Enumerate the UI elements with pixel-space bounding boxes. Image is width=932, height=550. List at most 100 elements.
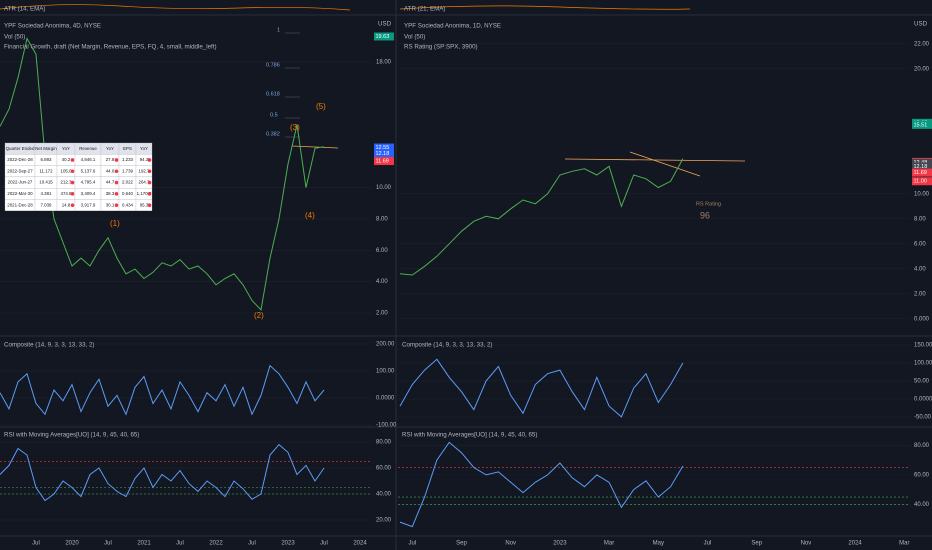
fib-label: 0.618 [266, 91, 280, 97]
table-text: 0.434 [122, 202, 134, 207]
pane-title: Composite (14, 9, 3, 3, 13, 33, 2) [402, 342, 492, 349]
table-text: Net Margin [35, 146, 57, 151]
pane-title: RSI with Moving Averages[UO] (14, 9, 45,… [402, 432, 537, 439]
y-tick-label: 80.00 [376, 440, 392, 446]
y-tick-label: 6.00 [376, 248, 388, 254]
table-text: 474.8 [61, 191, 73, 196]
price-tag-label: 12.18 [376, 151, 390, 157]
y-tick-label: 20.00 [914, 66, 930, 72]
status-icon [147, 203, 152, 207]
x-tick-label: 2023 [553, 541, 567, 547]
y-tick-label: -50.00 [914, 414, 932, 420]
symbol: YPF Sociedad Anonima, 1D, NYSE [404, 23, 501, 30]
x-tick-label: Jul [704, 541, 712, 547]
price-tag-label: 11.69 [376, 158, 389, 164]
fib-label: 0.382 [266, 131, 280, 137]
table-text: 95.3 [140, 202, 149, 207]
status-icon [70, 192, 75, 196]
table-text: Quarter Ended [6, 146, 35, 151]
price-tag-label: 12.55 [376, 145, 390, 151]
y-tick-label: 50.00 [914, 378, 930, 384]
y-tick-label: 4.00 [914, 266, 926, 272]
y-tick-label: 80.00 [914, 443, 930, 449]
wave-label: (3) [290, 123, 300, 132]
table-text: 44.0 [106, 168, 115, 173]
x-tick-label: Jul [176, 541, 184, 547]
wave-label: (5) [316, 102, 326, 111]
x-tick-label: Jul [408, 541, 416, 547]
pane-title: RSI with Moving Averages[UO] (14, 9, 45,… [4, 432, 139, 439]
y-tick-label: 10.00 [376, 185, 392, 191]
table-text: 212.3 [61, 180, 73, 185]
table-text: YoY [62, 146, 70, 151]
status-icon [70, 158, 75, 162]
x-tick-label: May [653, 541, 664, 547]
x-tick-label: Mar [604, 541, 614, 547]
x-tick-label: Sep [456, 541, 467, 547]
x-tick-label: Jul [32, 541, 40, 547]
table-text: 6.893 [41, 157, 53, 162]
table-text: 2022-Sep-27 [7, 168, 33, 173]
y-tick-label: 10.00 [914, 191, 930, 197]
series-line [399, 358, 684, 418]
status-icon [114, 192, 119, 196]
atr-line [399, 5, 691, 10]
y-tick-label: 100.00 [914, 360, 932, 366]
y-tick-label: 40.00 [914, 502, 930, 508]
trendline [564, 158, 746, 162]
y-tick-label: 0.0000 [914, 396, 932, 402]
table-text: 2021-Dec-28 [7, 202, 33, 207]
price-tag [374, 143, 394, 152]
wave-label: (2) [254, 311, 264, 320]
x-tick-label: Sep [751, 541, 762, 547]
table-text: Revenue [79, 146, 97, 151]
series-line [0, 443, 325, 502]
table-text: 30.1 [106, 202, 115, 207]
table-text: 94.3 [140, 157, 149, 162]
y-tick-label: 2.00 [376, 311, 388, 317]
series-line [0, 37, 325, 311]
table-text: 2022-Mar-30 [7, 191, 33, 196]
y-tick-label: 60.00 [376, 466, 392, 472]
y-tick-label: 200.00 [376, 342, 395, 348]
table-text: 4.381 [41, 191, 53, 196]
price-tag-label: 11.00 [914, 179, 927, 185]
table-text: 4,846.1 [81, 157, 96, 162]
table-text: 11.172 [39, 168, 53, 173]
table-text: 14.8 [62, 202, 71, 207]
price-tag [374, 157, 394, 166]
y-tick-label: 22.00 [914, 41, 930, 47]
status-icon [114, 158, 119, 162]
x-tick-label: 2020 [65, 541, 79, 547]
price-tag-label: 12.18 [914, 164, 928, 170]
y-tick-label: 0.0000 [376, 396, 395, 402]
x-tick-label: Jul [320, 541, 328, 547]
price-tag-label: 11.69 [914, 170, 927, 176]
x-tick-label: 2022 [209, 541, 223, 547]
table-cell [135, 199, 153, 211]
status-icon [114, 180, 119, 185]
x-tick-label: 2023 [281, 541, 295, 547]
currency: USD [378, 21, 392, 28]
price-tag-label: 15.51 [914, 122, 928, 128]
vol-label: Vol (50) [404, 34, 425, 41]
y-tick-label: 40.00 [376, 492, 392, 498]
status-icon [70, 180, 75, 185]
table-text: 38.3 [106, 191, 115, 196]
table-text: 40.2 [62, 157, 71, 162]
status-icon [147, 180, 152, 185]
price-tag [912, 177, 932, 186]
price-tag [912, 162, 932, 171]
table-text: 2.022 [122, 180, 134, 185]
status-icon [147, 192, 152, 196]
table-text: 27.8 [106, 157, 115, 162]
table-text: 105.0 [61, 168, 73, 173]
table-text: 4,795.4 [81, 180, 96, 185]
table-text: EPS [123, 146, 132, 151]
status-icon [70, 169, 75, 174]
y-tick-label: 6.00 [914, 241, 926, 247]
rs-value: 96 [700, 210, 710, 220]
symbol: YPF Sociedad Anonima, 4D, NYSE [4, 23, 101, 30]
x-tick-label: 2024 [353, 541, 367, 547]
